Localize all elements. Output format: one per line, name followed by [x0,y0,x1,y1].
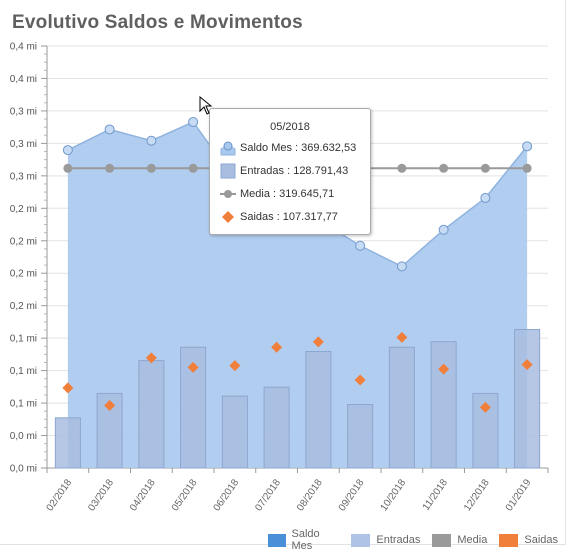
legend-label-saidas: Saidas [524,534,558,546]
media-point [439,163,449,173]
legend-label-saldo: Saldo Mes [291,528,320,552]
legend-item-media[interactable]: Media [432,533,488,547]
tooltip-row-saldo: Saldo Mes : 369.632,53 [220,140,356,156]
entradas-bar [430,341,457,469]
x-tick-label: 02/2018 [45,477,75,513]
saldo-mes-point [480,192,491,203]
tooltip-title: 05/2018 [270,121,310,133]
x-tick-label: 05/2018 [170,477,200,513]
y-tick-label: 0,2 mi [10,269,37,280]
saldo-mes-point [146,135,157,146]
saidas-point [354,374,366,386]
diamond-icon [222,211,234,223]
entradas-bar [388,346,415,469]
legend-swatch-media [432,533,452,547]
chart-legend: Saldo Mes Entradas Media Saidas [268,528,570,552]
saidas-point [187,361,199,373]
media-point [146,163,156,173]
saidas-point [438,363,450,375]
tooltip-label-saldo: Saldo Mes : 369.632,53 [240,142,357,154]
y-tick-label: 0,2 mi [10,236,37,247]
saldo-mes-point [62,145,73,156]
x-tick-label: 12/2018 [462,477,492,513]
x-tick-label: 08/2018 [295,477,325,513]
entradas-bar [54,417,81,469]
entradas-bar [263,386,290,469]
entradas-bar [347,404,374,469]
tooltip-label-media: Media : 319.645,71 [240,188,335,200]
x-tick-label: 04/2018 [128,477,158,513]
media-point [522,163,532,173]
media-point [480,163,490,173]
x-tick-label: 03/2018 [86,477,116,513]
tooltip-row-saidas: Saidas : 107.317,77 [220,209,338,225]
chart-tooltip: 05/2018 Saldo Mes : 369.632,53 Entradas … [209,108,371,235]
tooltip-row-entradas: Entradas : 128.791,43 [220,163,348,179]
legend-label-media: Media [457,534,488,546]
mouse-pointer-icon [199,96,213,115]
tooltip-label-saidas: Saidas : 107.317,77 [240,211,338,223]
y-tick-label: 0,4 mi [10,74,37,85]
x-tick-label: 06/2018 [212,477,242,513]
y-tick-label: 0,3 mi [10,171,37,182]
saidas-point [396,331,408,343]
saidas-point [271,341,283,353]
saldo-mes-point [522,141,533,152]
entradas-bar [138,360,165,469]
entradas-bar [221,395,248,469]
legend-item-entradas[interactable]: Entradas [351,533,421,547]
saldo-mes-point [355,240,366,251]
legend-swatch-saidas [499,533,519,547]
y-tick-label: 0,3 mi [10,139,37,150]
saidas-point [62,382,74,394]
x-tick-label: 11/2018 [421,477,451,513]
line-marker-icon [220,190,236,198]
y-tick-label: 0,2 mi [10,301,37,312]
saidas-point [229,360,241,372]
saidas-point [104,399,116,411]
y-tick-label: 0,1 mi [10,366,37,377]
tooltip-row-media: Media : 319.645,71 [220,186,334,202]
saldo-mes-point [188,116,199,127]
y-tick-label: 0,0 mi [10,431,37,442]
media-point [397,163,407,173]
x-tick-label: 07/2018 [253,477,283,513]
saidas-point [479,401,491,413]
y-tick-label: 0,3 mi [10,106,37,117]
media-point [105,163,115,173]
entradas-bar [305,351,332,469]
legend-swatch-entradas [351,533,371,547]
saidas-point [145,352,157,364]
tooltip-label-entradas: Entradas : 128.791,43 [240,165,349,177]
saidas-point [312,336,324,348]
legend-item-saldo[interactable]: Saldo Mes [268,528,339,552]
area-marker-icon [220,141,236,156]
x-tick-label: 09/2018 [337,477,367,513]
legend-item-saidas[interactable]: Saidas [499,533,558,547]
bar-swatch-icon [220,163,236,179]
saldo-mes-point [438,224,449,235]
media-point [188,163,198,173]
media-point [63,163,73,173]
y-tick-label: 0,1 mi [10,334,37,345]
y-tick-label: 0,4 mi [10,42,37,53]
saldo-mes-point [104,124,115,135]
x-tick-label: 10/2018 [379,477,409,513]
entradas-bar [514,328,541,469]
y-tick-label: 0,1 mi [10,399,37,410]
x-tick-label: 01/2019 [504,477,534,513]
y-tick-label: 0,2 mi [10,204,37,215]
legend-swatch-saldo [268,533,286,547]
saidas-point [521,359,533,371]
legend-label-entradas: Entradas [376,534,421,546]
saldo-mes-point [396,261,407,272]
chart-title: Evolutivo Saldos e Movimentos [12,12,303,33]
y-tick-label: 0,0 mi [10,464,37,475]
